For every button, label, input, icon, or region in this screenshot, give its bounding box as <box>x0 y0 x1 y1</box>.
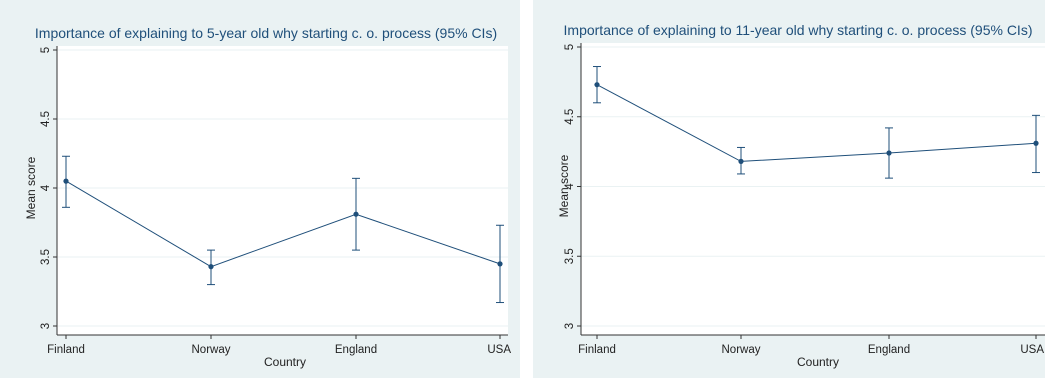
y-tick-label: 5 <box>40 47 52 53</box>
data-markers <box>63 178 503 270</box>
data-point <box>208 264 214 270</box>
x-tick-label: USA <box>1020 344 1044 356</box>
x-tick-label: Norway <box>192 344 231 356</box>
chart-panel-right: Importance of explaining to 11-year old … <box>533 0 1045 378</box>
chart-title: Importance of explaining to 11-year old … <box>564 22 1033 38</box>
x-tick-label: Finland <box>47 344 85 356</box>
y-tick-label: 5 <box>564 44 576 50</box>
x-tick-label: USA <box>487 344 511 356</box>
data-point <box>594 82 600 88</box>
y-tick-label: 4.5 <box>40 111 52 127</box>
y-tick-label: 4 <box>564 183 576 190</box>
y-tick-label: 4 <box>40 184 52 191</box>
data-point <box>63 178 69 184</box>
data-point <box>353 211 359 217</box>
x-axis-label: Country <box>797 355 839 369</box>
x-tick-label: Finland <box>578 344 616 356</box>
axis-ticks: 3 3.5 4 4.5 5 Finland Norway England USA <box>40 47 511 356</box>
y-axis-label: Mean score <box>557 154 571 217</box>
grid-lines <box>581 46 1045 327</box>
x-tick-label: England <box>335 344 377 356</box>
series-line <box>596 84 1037 162</box>
chart-left: Importance of explaining to 5-year old w… <box>24 25 511 369</box>
plot-area <box>581 43 1045 335</box>
grid-lines <box>57 49 508 327</box>
y-tick-label: 3 <box>564 323 576 329</box>
x-tick-label: Norway <box>722 344 761 356</box>
chart-title: Importance of explaining to 5-year old w… <box>35 25 497 41</box>
plot-area <box>57 46 508 335</box>
data-markers <box>594 82 1039 164</box>
y-tick-label: 3.5 <box>40 249 52 265</box>
y-tick-label: 3.5 <box>564 248 576 264</box>
data-point <box>1033 140 1039 146</box>
x-tick-label: England <box>868 344 910 356</box>
series-line <box>65 180 501 268</box>
chart-right: Importance of explaining to 11-year old … <box>557 22 1045 369</box>
data-point <box>497 261 503 267</box>
data-point <box>886 150 892 156</box>
x-axis-label: Country <box>264 355 306 369</box>
axis-ticks: 3 3.5 4 4.5 5 Finland Norway England USA <box>564 44 1044 356</box>
data-point <box>738 158 744 164</box>
y-tick-label: 3 <box>40 323 52 329</box>
y-axis-label: Mean score <box>24 156 38 219</box>
chart-panel-left: Importance of explaining to 5-year old w… <box>0 0 520 378</box>
y-tick-label: 4.5 <box>564 109 576 125</box>
